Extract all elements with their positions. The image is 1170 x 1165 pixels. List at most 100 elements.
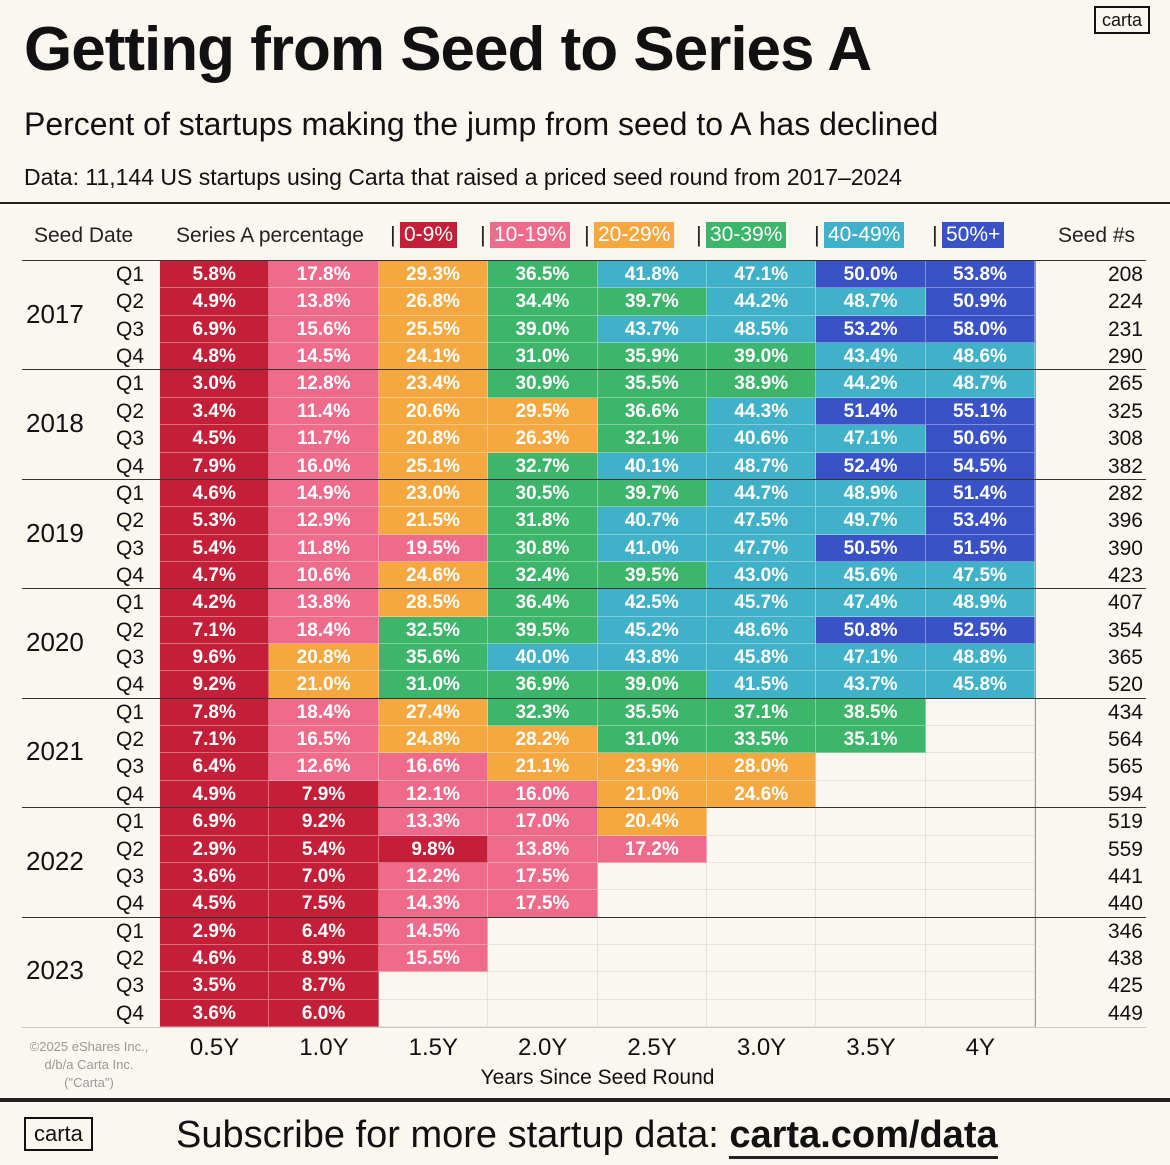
heatmap-cell: 5.4% xyxy=(269,835,379,863)
heatmap-cell: 5.3% xyxy=(160,507,270,535)
heatmap-cell: 36.6% xyxy=(597,397,707,426)
heatmap-cell: 17.5% xyxy=(488,862,598,891)
heatmap-cell: 39.5% xyxy=(488,616,598,645)
heatmap-cell: 39.7% xyxy=(597,288,707,316)
heatmap-cell: 53.8% xyxy=(925,261,1036,289)
year-label: 2019 xyxy=(26,517,84,548)
heatmap-cell: 41.0% xyxy=(597,534,707,562)
heatmap-cell: 34.4% xyxy=(488,288,598,316)
quarter-label: Q1 xyxy=(115,591,144,615)
empty-cell xyxy=(597,890,707,918)
heatmap-cell: 20.4% xyxy=(597,808,707,836)
heatmap-cell: 16.0% xyxy=(488,780,598,809)
heatmap-cell: 16.0% xyxy=(269,452,379,480)
heatmap-cell: 32.1% xyxy=(597,425,707,453)
heatmap-cell: 7.9% xyxy=(269,780,379,809)
heatmap-cell: 23.9% xyxy=(597,753,707,781)
empty-cell xyxy=(488,917,598,945)
quarter-label: Q3 xyxy=(115,317,144,341)
legend-separator: | xyxy=(390,222,396,247)
heatmap-cell: 4.9% xyxy=(160,288,270,316)
heatmap-cell: 12.2% xyxy=(378,862,489,891)
subscribe-cta: Subscribe for more startup data: carta.c… xyxy=(176,1114,998,1159)
heatmap-cell: 21.5% xyxy=(378,507,489,535)
value-header: Series A percentage xyxy=(176,224,364,247)
empty-cell xyxy=(707,835,817,863)
legend-item: 10-19% xyxy=(490,222,571,248)
heatmap-cell: 12.1% xyxy=(378,780,489,809)
seed-count: 365 xyxy=(1107,646,1143,670)
heatmap-cell: 48.7% xyxy=(707,452,817,480)
quarter-label: Q3 xyxy=(115,755,144,779)
heatmap-cell: 43.7% xyxy=(816,671,926,699)
quarter-label: Q4 xyxy=(115,563,144,587)
heatmap-cell: 7.9% xyxy=(160,452,270,480)
heatmap-cell: 47.4% xyxy=(816,589,926,617)
heatmap-cell: 4.6% xyxy=(160,479,270,508)
heatmap-cell: 10.6% xyxy=(269,561,379,590)
legend-separator: | xyxy=(814,222,820,247)
heatmap-cell: 30.8% xyxy=(488,534,598,562)
empty-cell xyxy=(378,999,489,1028)
quarter-label: Q2 xyxy=(115,290,144,314)
x-tick-label: 4Y xyxy=(965,1034,995,1061)
legend-item: 30-39% xyxy=(706,222,787,248)
year-divider xyxy=(22,260,1146,261)
empty-cell xyxy=(488,945,598,973)
quarter-label: Q4 xyxy=(115,782,144,806)
heatmap-cell: 44.2% xyxy=(816,370,926,398)
heatmap-cell: 4.8% xyxy=(160,343,270,371)
quarter-label: Q2 xyxy=(115,618,144,642)
quarter-label: Q3 xyxy=(115,646,144,670)
heatmap-cell: 15.6% xyxy=(269,315,379,344)
empty-cell xyxy=(816,753,926,781)
heatmap-cell: 40.0% xyxy=(488,644,598,672)
quarter-label: Q2 xyxy=(115,399,144,423)
heatmap-cell: 53.2% xyxy=(816,315,926,344)
seed-count: 565 xyxy=(1107,755,1143,779)
heatmap-cell: 3.0% xyxy=(160,370,270,398)
heatmap-cell: 39.0% xyxy=(597,671,707,699)
heatmap-cell: 14.5% xyxy=(269,343,379,371)
empty-cell xyxy=(925,862,1036,891)
heatmap-cell: 33.5% xyxy=(707,726,817,754)
carta-data-link[interactable]: carta.com/data xyxy=(729,1114,998,1159)
heatmap-cell: 40.6% xyxy=(707,425,817,453)
heatmap-cell: 29.5% xyxy=(488,397,598,426)
heatmap-cell: 8.9% xyxy=(269,945,379,973)
year-divider xyxy=(22,807,1146,809)
heatmap-cell: 32.5% xyxy=(378,616,489,645)
heatmap-cell: 43.7% xyxy=(597,315,707,344)
empty-cell xyxy=(925,780,1036,809)
quarter-label: Q1 xyxy=(115,919,144,943)
heatmap-cell: 7.1% xyxy=(160,726,270,754)
heatmap-cell: 15.5% xyxy=(378,945,489,973)
heatmap-cell: 51.4% xyxy=(925,479,1036,508)
heatmap-cell: 6.9% xyxy=(160,315,270,344)
seed-count: 441 xyxy=(1107,864,1143,888)
heatmap-cell: 4.5% xyxy=(160,890,270,918)
heatmap-cell: 11.8% xyxy=(269,534,379,562)
empty-cell xyxy=(707,862,817,891)
heatmap-cell: 9.6% xyxy=(160,644,270,672)
heatmap-cell: 31.0% xyxy=(378,671,489,699)
empty-cell xyxy=(925,890,1036,918)
seed-count: 396 xyxy=(1107,509,1143,533)
heatmap-cell: 6.9% xyxy=(160,808,270,836)
quarter-label: Q2 xyxy=(115,947,144,970)
heatmap-cell: 11.7% xyxy=(269,425,379,453)
empty-cell xyxy=(816,862,926,891)
heatmap-cell: 18.4% xyxy=(269,616,379,645)
heatmap-cell: 54.5% xyxy=(925,452,1036,480)
heatmap-cell: 13.8% xyxy=(269,288,379,316)
quarter-label: Q3 xyxy=(115,536,144,560)
empty-cell xyxy=(597,972,707,1000)
quarter-label: Q4 xyxy=(115,673,144,697)
year-divider xyxy=(22,369,1146,371)
heatmap-cell: 30.5% xyxy=(488,479,598,508)
year-divider xyxy=(22,697,1146,699)
heatmap-cell: 12.6% xyxy=(269,753,379,781)
empty-cell xyxy=(597,917,707,945)
heatmap-cell: 17.8% xyxy=(269,261,379,289)
